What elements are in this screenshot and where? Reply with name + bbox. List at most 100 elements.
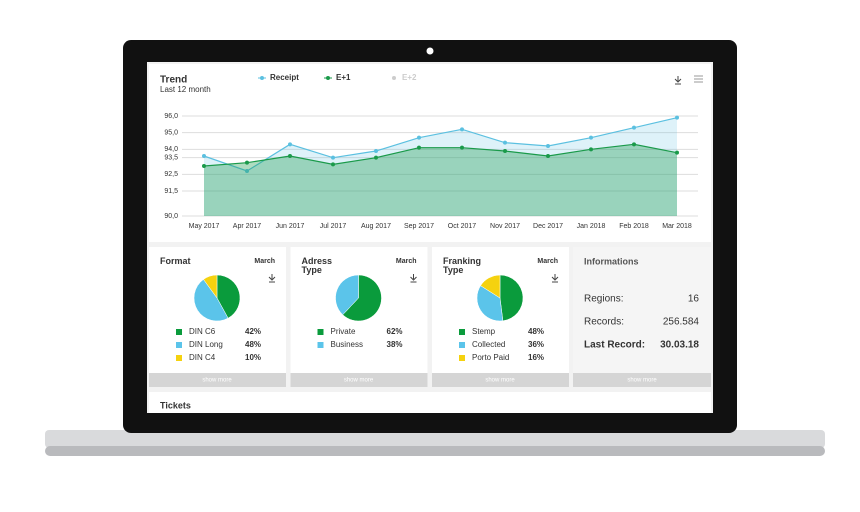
card-period: March: [537, 258, 558, 265]
y-tick-label: 92,5: [164, 171, 178, 178]
card-title: Informations: [584, 256, 639, 266]
point: [202, 154, 206, 158]
point: [503, 140, 507, 145]
point: [546, 144, 550, 148]
legend-dot: [326, 76, 330, 80]
point: [288, 154, 292, 158]
info-label: Last Record:: [584, 340, 645, 351]
legend-swatch: [459, 342, 465, 348]
legend-dot: [260, 76, 264, 80]
show-more-button[interactable]: [149, 373, 286, 387]
legend-value: 38%: [387, 340, 403, 349]
legend-value: 16%: [528, 353, 544, 362]
point: [546, 154, 550, 158]
legend-value: 48%: [528, 327, 544, 336]
info-value: 30.03.18: [660, 340, 699, 351]
point: [374, 155, 378, 160]
pie-slice: [499, 274, 524, 322]
legend-label[interactable]: E+2: [402, 73, 417, 82]
point: [460, 145, 464, 150]
legend-label[interactable]: Receipt: [270, 73, 299, 82]
legend-value: 48%: [245, 340, 261, 349]
trend-title: Trend: [160, 75, 187, 86]
y-tick-label: 90,0: [164, 213, 178, 220]
download-icon[interactable]: [410, 274, 417, 283]
pie-slice: [203, 274, 218, 299]
line: [203, 143, 678, 167]
show-more-label: show more: [344, 378, 374, 384]
point: [417, 135, 421, 140]
legend-value: 42%: [245, 327, 261, 336]
x-tick-label: Aug 2017: [361, 223, 391, 230]
legend-value: 36%: [528, 340, 544, 349]
y-tick-label: 93,5: [164, 155, 178, 162]
info-label: Regions:: [584, 294, 623, 305]
legend-label: DIN C4: [189, 353, 216, 362]
legend-swatch: [459, 329, 465, 335]
laptop-base-edge: [45, 446, 825, 456]
card-title: Adress Type: [302, 256, 333, 275]
show-more-label: show more: [485, 378, 515, 384]
legend-label: Private: [331, 327, 356, 336]
legend-swatch: [176, 355, 182, 361]
laptop-base: [45, 430, 825, 448]
y-tick-label: 91,5: [164, 188, 178, 195]
card: [573, 247, 711, 373]
point: [460, 127, 464, 132]
line: [203, 117, 678, 172]
pie-slice: [342, 274, 382, 322]
card-period: March: [254, 258, 275, 265]
info-value: 16: [688, 294, 700, 305]
show-more-button[interactable]: [432, 373, 569, 387]
tickets-card: [149, 392, 711, 413]
legend-swatch: [317, 329, 324, 335]
x-tick-label: Oct 2017: [448, 223, 477, 230]
x-tick-label: Sep 2017: [404, 223, 434, 230]
show-more-label: show more: [202, 378, 232, 384]
trend-card: [149, 64, 711, 242]
show-more-button[interactable]: [290, 373, 428, 387]
legend-value: 10%: [245, 353, 261, 362]
show-more-button[interactable]: [573, 373, 711, 387]
point: [675, 115, 679, 120]
legend-value: 62%: [387, 327, 403, 336]
info-value: 256.584: [663, 317, 700, 328]
legend-dot: [392, 76, 396, 80]
point: [417, 145, 421, 150]
x-tick-label: Feb 2018: [619, 223, 649, 230]
point: [675, 150, 679, 155]
point: [632, 125, 636, 130]
download-icon[interactable]: [674, 76, 682, 85]
tickets-title: Tickets: [160, 400, 191, 410]
y-tick-label: 95,0: [164, 130, 178, 137]
x-tick-label: Jul 2017: [320, 223, 347, 230]
legend-swatch: [317, 342, 324, 348]
card-period: March: [396, 258, 417, 265]
legend-label: Business: [331, 340, 363, 349]
legend-label: Stemp: [472, 327, 496, 336]
download-icon[interactable]: [268, 274, 276, 283]
point: [245, 169, 249, 173]
show-more-label: show more: [627, 378, 657, 384]
y-tick-label: 94,0: [164, 146, 178, 153]
pie-slice: [476, 285, 504, 322]
point: [331, 155, 335, 160]
legend-label[interactable]: E+1: [336, 73, 351, 82]
legend-swatch: [176, 342, 182, 348]
point: [202, 164, 206, 168]
pie-slice: [480, 274, 501, 299]
point: [503, 149, 507, 153]
point: [331, 162, 335, 167]
legend-label: Collected: [472, 340, 505, 349]
menu-icon[interactable]: [694, 75, 703, 83]
point: [288, 142, 292, 147]
point: [245, 160, 249, 165]
x-tick-label: Nov 2017: [490, 223, 520, 230]
info-label: Records:: [584, 317, 624, 328]
x-tick-label: Jan 2018: [577, 223, 606, 230]
card-title: Franking Type: [443, 256, 481, 275]
area: [204, 117, 677, 216]
y-tick-label: 96,0: [164, 113, 178, 120]
download-icon[interactable]: [551, 274, 559, 283]
